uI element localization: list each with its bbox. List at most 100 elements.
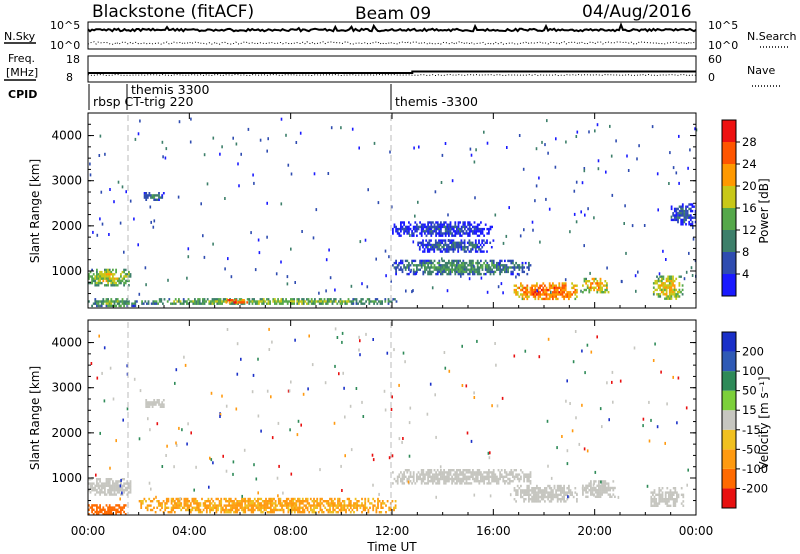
- scatter-echo: [483, 130, 485, 134]
- heatmap-cell: [162, 302, 164, 305]
- scatter-echo: [636, 157, 638, 161]
- heatmap-cell: [408, 230, 410, 233]
- heatmap-cell: [602, 491, 605, 494]
- heatmap-cell: [426, 248, 429, 251]
- heatmap-cell: [420, 469, 423, 472]
- heatmap-cell: [250, 300, 252, 303]
- heatmap-cell: [492, 266, 495, 269]
- heatmap-cell: [420, 477, 423, 481]
- cpid-entry-themis: themis 3300: [131, 82, 210, 97]
- heatmap-cell: [448, 223, 450, 226]
- heatmap-cell: [118, 484, 121, 487]
- heatmap-cell: [470, 475, 473, 478]
- heatmap-cell: [612, 489, 615, 492]
- heatmap-cell: [449, 223, 452, 226]
- scatter-echo: [473, 391, 475, 395]
- heatmap-cell: [596, 484, 599, 487]
- heatmap-cell: [523, 266, 525, 269]
- heatmap-cell: [465, 268, 468, 271]
- heatmap-cell: [427, 261, 429, 265]
- n-sky-label: N.Sky: [4, 30, 36, 43]
- heatmap-cell: [441, 250, 444, 253]
- heatmap-cell: [673, 295, 676, 298]
- heatmap-cell: [438, 471, 441, 474]
- heatmap-cell: [265, 506, 267, 509]
- heatmap-cell: [459, 232, 461, 235]
- heatmap-cell: [320, 302, 323, 305]
- heatmap-cell: [464, 475, 466, 478]
- heatmap-cell: [462, 264, 465, 267]
- heatmap-cell: [475, 230, 477, 233]
- heatmap-cell: [443, 471, 445, 474]
- heatmap-cell: [118, 300, 121, 303]
- heatmap-cell: [667, 275, 670, 278]
- heatmap-cell: [115, 489, 117, 492]
- heatmap-cell: [104, 484, 106, 487]
- heatmap-cell: [436, 480, 439, 483]
- heatmap-cell: [244, 506, 247, 509]
- heatmap-cell: [668, 277, 671, 281]
- heatmap-cell: [438, 261, 441, 265]
- heatmap-cell: [199, 511, 202, 514]
- heatmap-cell: [431, 243, 434, 247]
- heatmap-cell: [449, 239, 452, 242]
- heatmap-cell: [158, 300, 161, 303]
- heatmap-cell: [484, 266, 487, 269]
- scatter-echo: [311, 363, 314, 367]
- heatmap-cell: [435, 471, 437, 474]
- heatmap-cell: [400, 266, 402, 269]
- heatmap-cell: [668, 295, 671, 298]
- heatmap-cell: [566, 493, 569, 496]
- heatmap-cell: [672, 218, 675, 222]
- heatmap-cell: [441, 266, 444, 269]
- heatmap-cell: [574, 288, 577, 292]
- heatmap-cell: [113, 506, 116, 509]
- heatmap-cell: [353, 504, 355, 507]
- heatmap-cell: [108, 513, 111, 516]
- heatmap-cell: [104, 284, 106, 287]
- heatmap-cell: [528, 487, 530, 490]
- heatmap-cell: [400, 261, 402, 265]
- scatter-echo: [513, 267, 515, 270]
- heatmap-cell: [153, 497, 155, 501]
- heatmap-cell: [539, 487, 541, 490]
- scatter-echo: [240, 152, 242, 156]
- heatmap-cell: [460, 266, 463, 269]
- heatmap-cell: [470, 248, 472, 251]
- heatmap-cell: [314, 500, 317, 503]
- heatmap-cell: [420, 259, 423, 263]
- heatmap-cell: [492, 270, 495, 274]
- heatmap-cell: [91, 268, 93, 272]
- heatmap-cell: [591, 286, 594, 289]
- heatmap-cell: [287, 508, 290, 512]
- heatmap-cell: [537, 493, 540, 496]
- heatmap-cell: [333, 497, 336, 501]
- scatter-echo: [469, 147, 472, 151]
- heatmap-cell: [96, 508, 98, 511]
- scatter-echo: [99, 431, 101, 435]
- heatmap-cell: [172, 504, 175, 507]
- heatmap-cell: [672, 504, 675, 507]
- heatmap-cell: [400, 234, 402, 237]
- heatmap-cell: [566, 491, 569, 494]
- heatmap-cell: [417, 243, 420, 247]
- heatmap-cell: [118, 302, 121, 305]
- heatmap-cell: [297, 508, 299, 512]
- heatmap-cell: [491, 473, 493, 476]
- heatmap-cell: [129, 484, 132, 487]
- heatmap-cell: [99, 506, 101, 509]
- heatmap-cell: [454, 230, 457, 233]
- heatmap-cell: [545, 297, 548, 301]
- heatmap-cell: [576, 284, 578, 287]
- heatmap-cell: [685, 223, 687, 226]
- heatmap-cell: [441, 234, 444, 237]
- heatmap-cell: [484, 268, 487, 271]
- heatmap-cell: [462, 473, 465, 476]
- heatmap-cell: [432, 221, 434, 224]
- heatmap-cell: [668, 500, 670, 503]
- heatmap-cell: [463, 241, 466, 244]
- scatter-echo: [495, 363, 497, 367]
- heatmap-cell: [257, 504, 259, 507]
